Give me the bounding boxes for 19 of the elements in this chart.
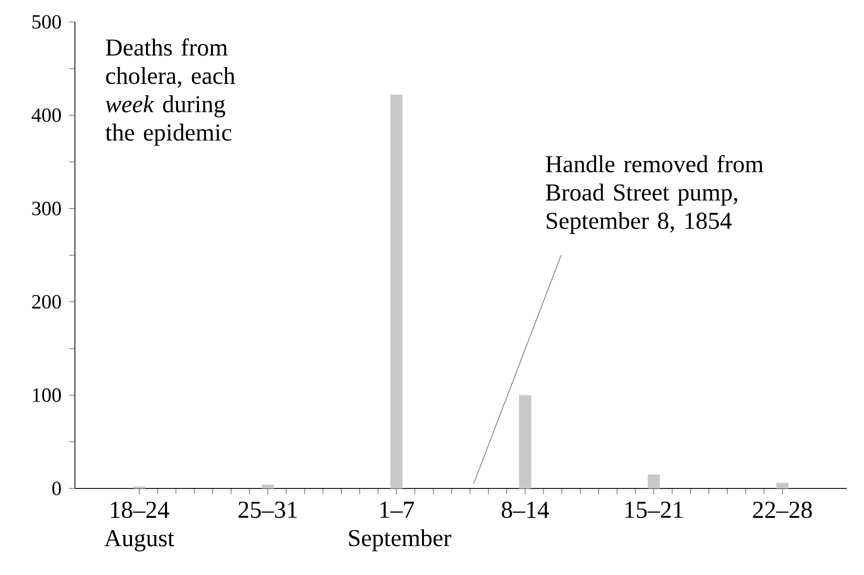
x-tick-label: 8–14	[502, 502, 550, 518]
text: Deaths from cholera, each week during the epidemic	[105, 38, 236, 146]
bar	[519, 395, 532, 489]
x-tick-label: 15–21	[626, 502, 683, 518]
y-tick-label: 200	[32, 295, 61, 309]
bar	[648, 474, 660, 489]
bar	[776, 482, 788, 489]
y-tick-label: 0	[52, 482, 61, 496]
y-tick-label: 400	[32, 108, 61, 122]
y-tick-label: 100	[33, 388, 61, 402]
x-tick-label: 25–31	[238, 502, 297, 518]
x-tick-label: 18–24 August	[104, 502, 174, 552]
annotation: Handle removed from Broad Street pump, September 8, 1854	[546, 155, 764, 234]
x-tick-label: 1–7 September	[349, 502, 452, 552]
bar	[390, 94, 403, 489]
bar	[262, 484, 274, 489]
x-tick-label: 22–28	[753, 502, 812, 518]
y-tick-label: 500	[32, 15, 61, 29]
y-tick-label: 300	[32, 202, 61, 216]
